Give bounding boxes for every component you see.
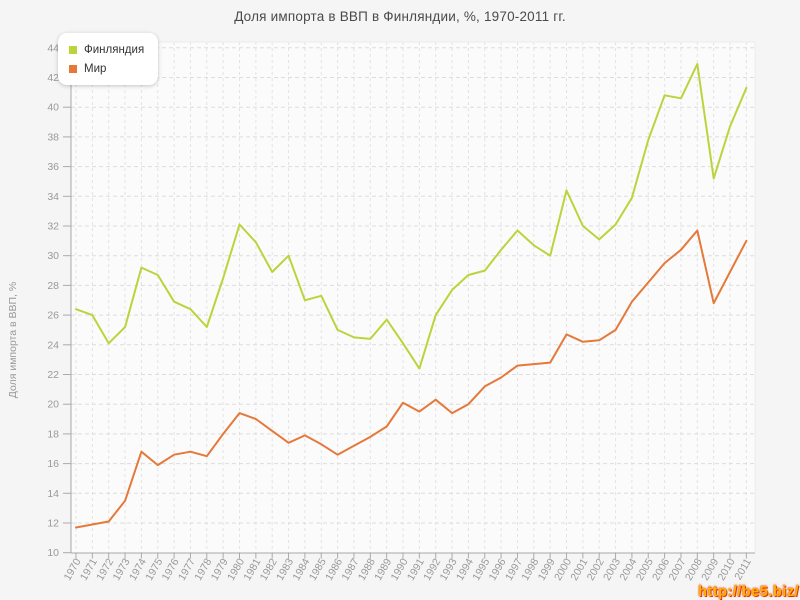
world-swatch-icon: [69, 64, 77, 73]
y-tick-label: 24: [47, 339, 59, 351]
y-tick-label: 10: [47, 547, 59, 559]
y-tick-label: 16: [47, 458, 59, 470]
y-tick-label: 28: [47, 280, 59, 292]
y-tick-label: 30: [47, 250, 59, 262]
y-tick-label: 32: [47, 221, 59, 233]
page-title: Доля импорта в ВВП в Финляндии, %, 1970-…: [234, 9, 566, 24]
y-tick-label: 34: [47, 191, 59, 203]
y-tick-label: 42: [47, 72, 59, 84]
legend-label-world: Мир: [84, 62, 107, 75]
axes: [63, 41, 756, 559]
y-tick-label: 40: [47, 102, 59, 114]
y-tick-label: 22: [47, 369, 59, 381]
y-tick-label: 14: [47, 488, 59, 500]
world-line: [75, 229, 748, 529]
finland-line: [75, 63, 748, 370]
x-tick-label: 2011: [732, 556, 754, 582]
y-tick-label: 20: [47, 399, 59, 411]
y-tick-label: 44: [47, 42, 59, 54]
gridlines: [71, 42, 755, 553]
y-tick-label: 38: [47, 131, 59, 143]
finland-swatch-icon: [69, 45, 77, 54]
plot-background: [71, 42, 755, 553]
y-tick-label: 36: [47, 161, 59, 173]
y-tick-label: 18: [47, 428, 59, 440]
legend-item-world[interactable]: Мир: [69, 59, 144, 78]
legend: Финляндия Мир: [58, 33, 159, 85]
y-axis-title: Доля импорта в ВВП, %: [7, 282, 19, 398]
y-tick-label: 12: [47, 518, 59, 530]
y-tick-label: 26: [47, 310, 59, 322]
watermark-link[interactable]: http://be5.biz/: [698, 584, 799, 600]
legend-item-finland[interactable]: Финляндия: [69, 40, 144, 59]
legend-label-finland: Финляндия: [84, 43, 145, 56]
x-tick-label: 2010: [716, 556, 738, 582]
